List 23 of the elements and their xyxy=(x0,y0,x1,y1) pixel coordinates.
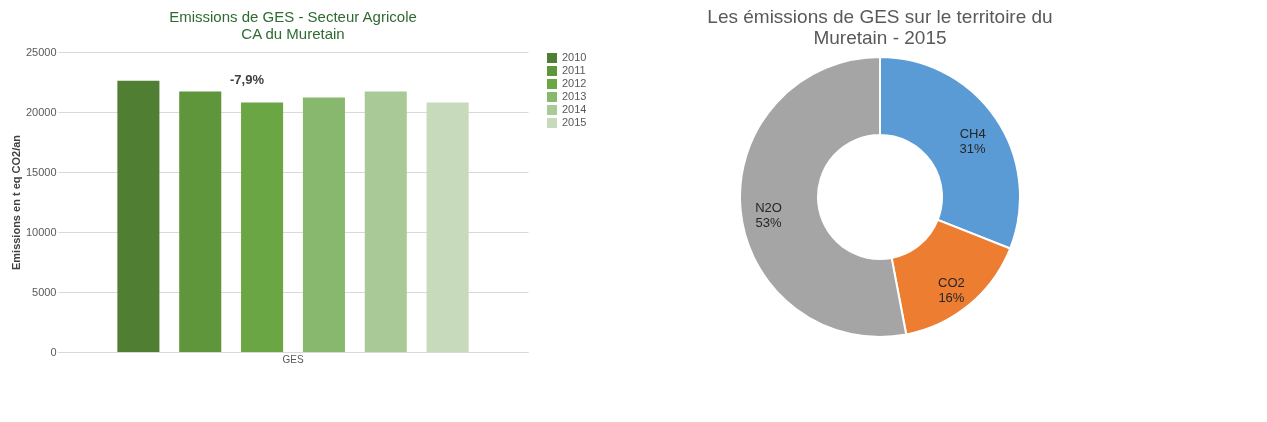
slice-label: N2O xyxy=(755,199,782,215)
y-tick-label: 0 xyxy=(50,345,57,358)
legend-label: 2012 xyxy=(562,77,587,89)
y-tick-label: 10000 xyxy=(25,225,57,238)
data-label: 16% xyxy=(938,290,965,306)
chart-title: Les émissions de GES sur le territoire du Muretain - 2015 xyxy=(707,6,1053,48)
y-tick-label: 25000 xyxy=(25,45,57,58)
legend-label: 2015 xyxy=(562,116,587,128)
legend-label: 2011 xyxy=(562,64,586,76)
legend-label: 2014 xyxy=(562,103,587,115)
x-tick-label: GES xyxy=(282,353,304,365)
legend-label: 2010 xyxy=(562,51,587,63)
y-tick-label: 5000 xyxy=(32,285,57,298)
y-tick-label: 15000 xyxy=(25,165,57,178)
slice-label: CO2 xyxy=(938,275,965,291)
annotation: -7,9% xyxy=(230,72,265,87)
y-axis-title: Emissions en t eq CO2/an xyxy=(9,134,22,271)
slice-label: CH4 xyxy=(959,126,986,142)
y-tick-label: 20000 xyxy=(25,105,57,118)
legend-label: 2013 xyxy=(562,90,587,102)
data-label: 53% xyxy=(755,214,782,230)
chart-title: Emissions de GES - Secteur Agricole CA du Muretain xyxy=(169,8,417,42)
data-label: 31% xyxy=(959,141,987,157)
